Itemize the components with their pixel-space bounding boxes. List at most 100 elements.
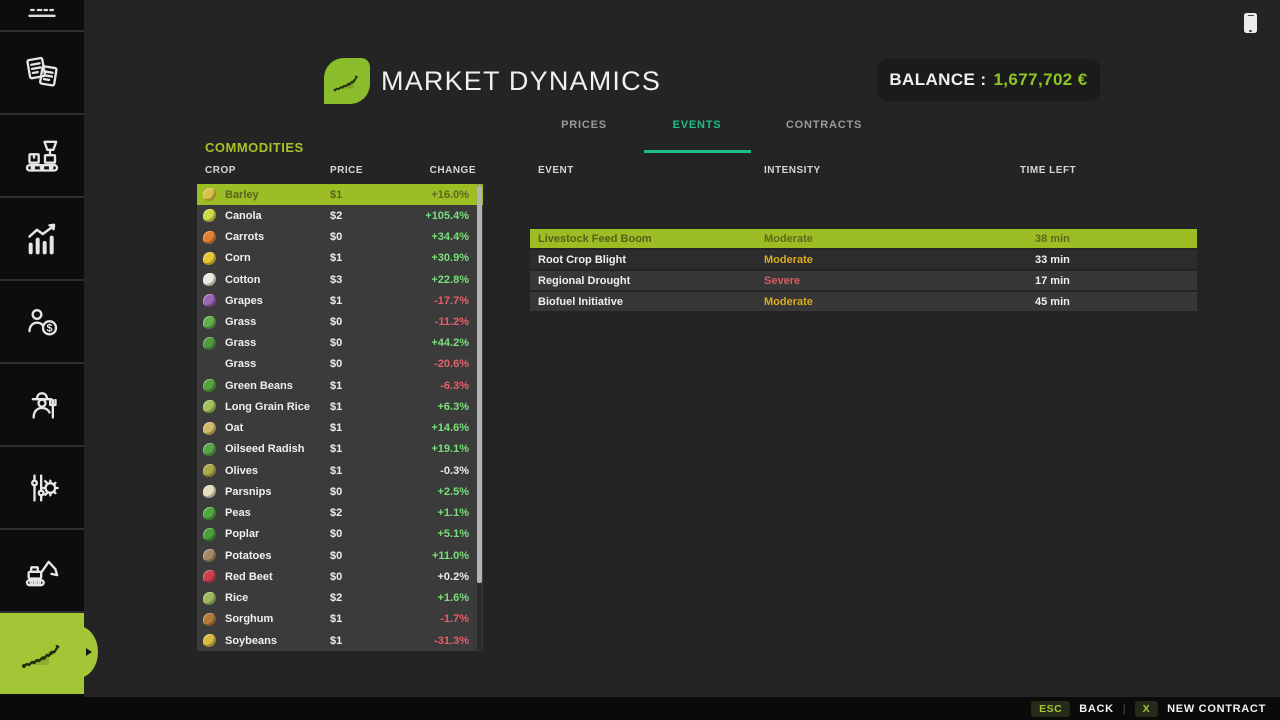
event-time-left: 38 min [1035, 232, 1070, 245]
svg-text:$: $ [46, 322, 52, 334]
crop-price: $1 [330, 443, 343, 456]
commodity-row[interactable]: Peas $2 +1.1% [197, 503, 483, 524]
event-name: Biofuel Initiative [538, 295, 623, 308]
commodities-list: Barley $1 +16.0% Canola $2 +105.4% Carrots $0 +3… [197, 184, 483, 651]
column-header-crop: CROP [205, 165, 236, 176]
crop-price: $1 [330, 252, 343, 265]
crop-change: +34.4% [431, 231, 469, 244]
esc-key-badge: ESC [1031, 700, 1071, 717]
sidebar-item-statistics[interactable] [0, 196, 84, 279]
crop-change: -0.3% [440, 464, 469, 477]
commodity-row[interactable]: Green Beans $1 -6.3% [197, 375, 483, 396]
crop-price: $0 [330, 528, 343, 541]
settings-icon [30, 473, 59, 502]
event-intensity: Moderate [764, 253, 813, 266]
crop-icon [203, 379, 216, 393]
commodity-row[interactable]: Oat $1 +14.6% [197, 418, 483, 439]
active-sidebar-arrow-icon [86, 648, 92, 656]
column-header-intensity: INTENSITY [764, 165, 821, 176]
crop-icon [203, 527, 216, 541]
crop-price: $0 [330, 316, 343, 329]
event-row[interactable]: Root Crop Blight Moderate 33 min [530, 250, 1197, 269]
crop-icon [203, 315, 216, 329]
commodity-row[interactable]: Potatoes $0 +11.0% [197, 545, 483, 566]
sidebar-item-production[interactable] [0, 113, 84, 196]
crop-name: Red Beet [225, 570, 273, 583]
balance-label: BALANCE : [889, 70, 987, 89]
new-contract-label: NEW CONTRACT [1167, 702, 1266, 715]
event-row[interactable]: Regional Drought Severe 17 min [530, 271, 1197, 290]
crop-price: $1 [330, 188, 343, 201]
commodities-scrollbar[interactable] [477, 185, 482, 650]
commodity-row[interactable]: Soybeans $1 -31.3% [197, 630, 483, 651]
sidebar-item-settings[interactable] [0, 445, 84, 528]
commodity-row[interactable]: Canola $2 +105.4% [197, 205, 483, 226]
event-row[interactable]: Livestock Feed Boom Moderate 38 min [530, 229, 1197, 248]
commodity-row[interactable]: Cotton $3 +22.8% [197, 269, 483, 290]
crop-icon [203, 188, 216, 202]
commodity-row[interactable]: Barley $1 +16.0% [197, 184, 483, 206]
commodity-row[interactable]: Rice $2 +1.6% [197, 587, 483, 608]
commodity-row[interactable]: Grass $0 +44.2% [197, 333, 483, 354]
sidebar-item-finances[interactable]: $ [0, 279, 84, 362]
commodity-row[interactable]: Parsnips $0 +2.5% [197, 481, 483, 502]
commodity-row[interactable]: Oilseed Radish $1 +19.1% [197, 439, 483, 460]
crop-price: $0 [330, 549, 343, 562]
sidebar-item-construction[interactable] [0, 528, 84, 611]
crop-change: +1.6% [437, 592, 470, 605]
commodity-row[interactable]: Carrots $0 +34.4% [197, 226, 483, 247]
tab-events[interactable]: EVENTS [672, 119, 722, 131]
crop-name: Grass [225, 316, 257, 329]
column-header-time-left: TIME LEFT [1020, 165, 1077, 176]
back-button[interactable]: ESC BACK [1031, 700, 1114, 717]
commodity-row[interactable]: Long Grain Rice $1 +6.3% [197, 396, 483, 417]
crop-icon [203, 634, 216, 648]
crop-change: -1.7% [440, 613, 469, 626]
commodity-row[interactable]: Grass $0 -20.6% [197, 354, 483, 375]
crop-icon [203, 612, 216, 626]
farmer-icon [31, 391, 57, 419]
crop-icon [203, 251, 216, 265]
crop-icon [203, 421, 216, 435]
scrollbar-thumb[interactable] [477, 185, 482, 583]
tab-prices[interactable]: PRICES [561, 119, 607, 131]
event-intensity: Moderate [764, 232, 813, 245]
commodity-row[interactable]: Red Beet $0 +0.2% [197, 566, 483, 587]
crop-icon [203, 209, 216, 223]
production-icon [25, 140, 59, 172]
crop-price: $2 [330, 507, 343, 520]
crop-icon [203, 591, 216, 605]
statistics-icon [28, 223, 56, 254]
event-intensity: Severe [764, 274, 801, 287]
tab-contracts[interactable]: CONTRACTS [785, 119, 863, 131]
crop-price: $1 [330, 422, 343, 435]
event-time-left: 45 min [1035, 295, 1070, 308]
crop-change: -20.6% [434, 358, 469, 371]
sidebar-item-farmer[interactable] [0, 362, 84, 445]
crop-icon [203, 570, 216, 584]
crop-price: $1 [330, 634, 343, 647]
crop-price: $0 [330, 485, 343, 498]
active-tab-underline [644, 150, 751, 153]
phone-status-icon [1244, 13, 1257, 33]
commodity-row[interactable]: Grapes $1 -17.7% [197, 290, 483, 311]
crop-change: +5.1% [437, 528, 470, 541]
commodity-row[interactable]: Olives $1 -0.3% [197, 460, 483, 481]
documents-icon [26, 56, 58, 87]
crop-name: Peas [225, 507, 251, 520]
crop-change: +16.0% [431, 188, 469, 201]
event-row[interactable]: Biofuel Initiative Moderate 45 min [530, 292, 1197, 311]
sidebar: $ [0, 0, 84, 697]
sidebar-item-top-partial[interactable] [0, 0, 84, 30]
commodity-row[interactable]: Grass $0 -11.2% [197, 311, 483, 332]
event-time-left: 17 min [1035, 274, 1070, 287]
crop-name: Poplar [225, 528, 260, 541]
commodity-row[interactable]: Corn $1 +30.9% [197, 248, 483, 269]
sidebar-item-contracts[interactable] [0, 30, 84, 113]
new-contract-button[interactable]: X NEW CONTRACT [1134, 700, 1266, 717]
sidebar-item-market-dynamics[interactable] [0, 611, 84, 694]
crop-change: +19.1% [431, 443, 469, 456]
commodity-row[interactable]: Sorghum $1 -1.7% [197, 609, 483, 630]
crop-icon [203, 442, 216, 456]
commodity-row[interactable]: Poplar $0 +5.1% [197, 524, 483, 545]
